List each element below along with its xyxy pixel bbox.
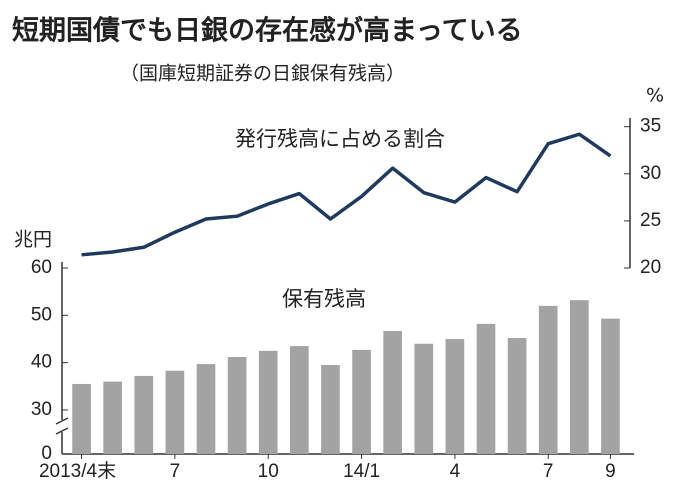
y2-tick-label: 20 bbox=[640, 257, 661, 278]
y2-unit: % bbox=[646, 85, 664, 107]
y-tick-label: 0 bbox=[41, 443, 52, 464]
bar bbox=[321, 365, 340, 454]
x-tick-label: 7 bbox=[170, 461, 181, 482]
bar bbox=[414, 343, 434, 454]
bar bbox=[196, 364, 216, 454]
chart-title: 短期国債でも日銀の存在感が高まっている bbox=[12, 15, 523, 47]
y2-tick-label: 35 bbox=[640, 116, 661, 137]
bar bbox=[290, 346, 309, 454]
bar bbox=[476, 323, 496, 454]
bar bbox=[601, 318, 620, 454]
y2-tick-label: 30 bbox=[640, 163, 661, 184]
x-tick-label: 7 bbox=[543, 461, 554, 482]
x-tick-label: 14/1 bbox=[343, 461, 380, 482]
axis-break bbox=[55, 417, 69, 435]
bar bbox=[538, 305, 558, 454]
y-tick-label: 50 bbox=[31, 304, 52, 325]
chart-subtitle: （国庫短期証券の日銀保有残高） bbox=[120, 63, 405, 85]
x-tick-label: 4 bbox=[450, 461, 461, 482]
bar bbox=[134, 375, 154, 454]
bar bbox=[227, 356, 247, 454]
series-label: 保有残高 bbox=[282, 287, 366, 311]
bar bbox=[445, 339, 465, 454]
bar bbox=[352, 349, 371, 454]
bar bbox=[258, 350, 278, 454]
bar bbox=[383, 330, 402, 454]
y-tick-label: 40 bbox=[31, 352, 52, 373]
bar bbox=[507, 338, 527, 454]
y-unit: 兆円 bbox=[14, 229, 52, 251]
y2-tick-label: 25 bbox=[640, 210, 661, 231]
line bbox=[81, 132, 612, 257]
series-label: 発行残高に占める割合 bbox=[235, 127, 445, 151]
bar bbox=[165, 370, 185, 454]
x-tick-label: 2013/4末 bbox=[39, 460, 116, 482]
bar bbox=[570, 300, 589, 454]
x-tick-label: 10 bbox=[258, 461, 279, 482]
bar bbox=[72, 383, 91, 454]
x-tick-label: 9 bbox=[605, 461, 616, 482]
y-tick-label: 30 bbox=[31, 399, 52, 420]
bar bbox=[103, 381, 122, 454]
y-tick-label: 60 bbox=[31, 257, 52, 278]
